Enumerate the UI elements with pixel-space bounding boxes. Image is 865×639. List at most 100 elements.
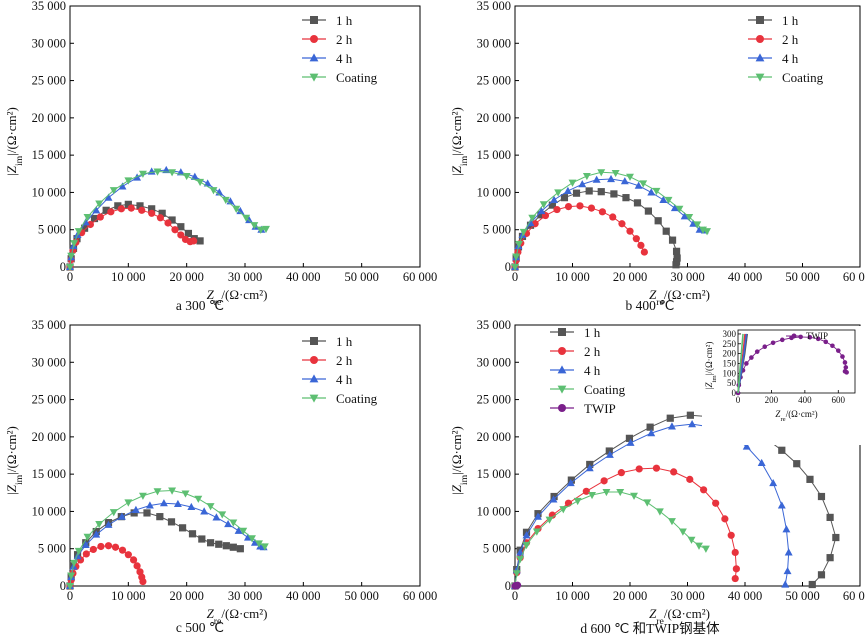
- data-point-4-h: [162, 165, 171, 174]
- data-point-1-h: [215, 540, 223, 548]
- legend-label-4-h: 4 h: [336, 51, 353, 66]
- data-point-2-h: [553, 205, 561, 214]
- data-point-coating: [545, 516, 554, 524]
- data-point-2-h: [598, 208, 607, 216]
- data-point-coating: [153, 488, 162, 496]
- x-tick-label: 10 000: [111, 270, 145, 284]
- series-coating: [66, 168, 270, 272]
- data-point-4-h: [668, 422, 676, 430]
- inset-data-point-twip: [843, 365, 849, 370]
- data-point-2-h: [107, 208, 115, 216]
- inset-data-point-twip: [823, 339, 829, 345]
- x-tick-label: 0: [512, 589, 518, 603]
- data-point-coating: [260, 543, 269, 551]
- y-axis-title: |Zim|/(Ω·cm²): [449, 107, 470, 176]
- data-point-1-h: [229, 543, 237, 551]
- y-tick-label: 0: [505, 260, 511, 274]
- data-point-4-h: [647, 188, 656, 196]
- y-tick-label: 35 000: [477, 318, 511, 332]
- data-point-2-h: [148, 209, 156, 217]
- data-point-coating: [74, 547, 83, 556]
- y-tick-label: 25 000: [32, 74, 66, 88]
- data-point-2-h: [635, 465, 643, 473]
- data-point-4-h: [585, 464, 594, 472]
- legend-marker-coating: [309, 73, 319, 82]
- legend-label-2-h: 2 h: [336, 32, 353, 47]
- data-point-4-h: [522, 531, 531, 539]
- data-point-coating: [83, 533, 92, 541]
- data-point-1-h: [672, 261, 680, 269]
- x-tick-label: 40 000: [286, 589, 320, 603]
- data-point-1-h: [644, 207, 652, 215]
- x-tick-label: 30 000: [228, 270, 262, 284]
- data-point-2-h: [564, 202, 573, 211]
- data-point-2-h: [117, 205, 125, 213]
- data-point-2-h: [600, 477, 608, 485]
- x-tick-label: 30 000: [670, 270, 704, 284]
- data-point-coating: [602, 488, 611, 497]
- data-point-1-h: [124, 200, 132, 208]
- data-point-1-h: [808, 580, 816, 589]
- y-tick-label: 35 000: [32, 318, 66, 332]
- y-tick-label: 5 000: [38, 542, 66, 556]
- legend-marker-1-h: [310, 16, 318, 24]
- y-tick-label: 10 000: [477, 185, 511, 199]
- data-point-coating: [664, 196, 673, 205]
- inset-y-tick-label: 50: [727, 378, 737, 388]
- data-point-2-h: [618, 220, 626, 228]
- data-point-1-h: [572, 189, 581, 197]
- y-axis-title: |Zim|/(Ω·cm²): [4, 426, 25, 495]
- panel-c: 0 10 000 20 000 30 000 40 000 50 000 60 000 0 5 …: [4, 318, 437, 635]
- data-point-2-h: [133, 562, 141, 570]
- data-point-coating: [182, 172, 191, 181]
- data-point-1-h: [537, 211, 545, 219]
- legend-marker-coating: [557, 385, 567, 394]
- data-point-2-h: [582, 487, 590, 495]
- panel-caption: a 300 ℃: [176, 298, 224, 313]
- y-tick-label: 5 000: [483, 223, 511, 237]
- data-point-coating: [678, 528, 687, 536]
- y-tick-label: 25 000: [32, 393, 66, 407]
- data-point-1-h: [817, 571, 826, 579]
- inset-data-point-twip: [842, 360, 848, 365]
- inset-y-tick-label: 250: [723, 339, 737, 349]
- data-point-1-h: [236, 545, 244, 553]
- inset-legend-marker: [791, 333, 797, 339]
- inset-y-tick-label: 200: [723, 349, 737, 359]
- inset-data-point-twip: [754, 349, 760, 354]
- inset-data-point-twip: [744, 361, 749, 366]
- data-point-2-h: [111, 543, 120, 551]
- legend-marker-coating: [755, 73, 765, 82]
- data-point-coating: [67, 572, 76, 580]
- inset-series-line-coating: [737, 333, 744, 394]
- data-point-coating: [138, 170, 147, 178]
- data-point-1-h: [102, 206, 110, 214]
- inset-x-axis-title: Zre/(Ω·cm²): [775, 409, 817, 423]
- data-point-2-h: [156, 214, 165, 222]
- x-axis-title: Zre/(Ω·cm²): [649, 287, 710, 308]
- x-tick-label: 60 000: [843, 589, 865, 603]
- data-point-1-h: [817, 492, 826, 501]
- data-point-coating: [630, 492, 638, 500]
- series-line-1-h: [514, 190, 678, 268]
- data-point-4-h: [680, 212, 689, 220]
- series-coating: [511, 488, 710, 591]
- data-point-4-h: [689, 219, 698, 227]
- legend-label-coating: Coating: [782, 70, 824, 85]
- legend: 1 h 2 h 4 h Coating: [302, 334, 378, 406]
- data-point-4-h: [742, 442, 751, 450]
- data-point-4-h: [145, 501, 154, 509]
- data-point-2-h: [124, 551, 132, 559]
- data-point-4-h: [578, 180, 587, 188]
- legend-label-coating: Coating: [336, 391, 378, 406]
- data-point-1-h: [646, 423, 654, 431]
- data-point-4-h: [187, 502, 196, 511]
- data-point-2-h: [587, 204, 596, 212]
- data-point-coating: [652, 187, 661, 196]
- data-point-2-h: [576, 202, 584, 210]
- data-point-coating: [109, 187, 118, 195]
- data-point-2-h: [632, 235, 640, 243]
- panel-caption: d 600 ℃ 和TWIP钢基体: [580, 620, 720, 636]
- data-point-2-h: [177, 231, 185, 239]
